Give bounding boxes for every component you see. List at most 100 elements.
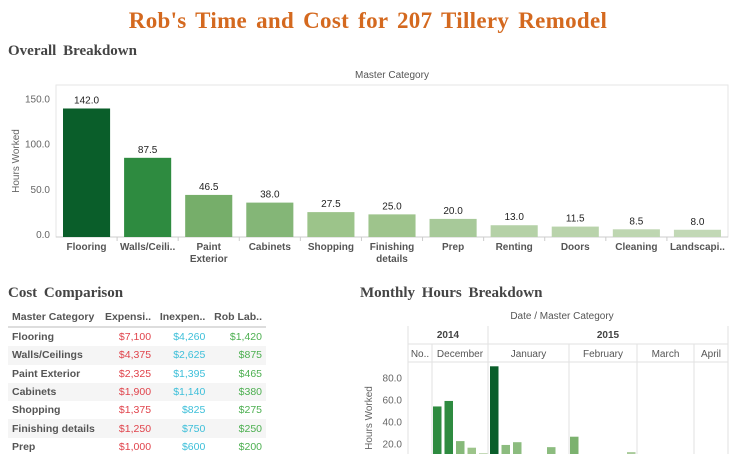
cost-cell: $1,250 xyxy=(100,419,156,438)
cost-cell: $825 xyxy=(181,404,206,417)
table-row: Finishing details $1,250 $750 $250 xyxy=(8,419,266,438)
x-tick-label: Prep xyxy=(442,242,464,253)
column-header[interactable]: Master Category xyxy=(8,307,101,328)
bar-8 xyxy=(551,226,599,237)
bar-january-1 xyxy=(501,444,510,454)
category-cell: Prep xyxy=(12,440,36,453)
x-tick-label: Paint xyxy=(197,242,222,253)
bar-3 xyxy=(246,202,294,237)
chart-title: Master Category xyxy=(355,70,429,81)
month-label: December xyxy=(437,349,484,360)
table-row: Flooring $7,100 $4,260 $1,420 xyxy=(8,327,266,346)
table-row: Walls/Ceilings $4,375 $2,625 $875 xyxy=(8,346,266,365)
column-header[interactable]: Rob Lab.. xyxy=(209,307,266,328)
cost-cell: $380 xyxy=(209,382,266,402)
y-axis-label: Hours Worked xyxy=(364,386,375,450)
category-cell: Flooring xyxy=(12,331,54,344)
category-cell: Cabinets xyxy=(8,382,101,402)
table-row: Cabinets $1,900 $1,140 $380 xyxy=(8,382,266,402)
bar-1 xyxy=(124,157,172,237)
overall-breakdown-heading: Overall Breakdown xyxy=(8,43,137,59)
monthly-hours-chart: Date / Master Category 2014 2015 No.. Decemb… xyxy=(364,311,729,454)
bar-value-label: 8.0 xyxy=(691,217,705,228)
bar-value-label: 13.0 xyxy=(504,212,524,223)
cost-cell: $1,420 xyxy=(229,331,262,344)
bar-february-1 xyxy=(627,452,636,454)
column-header[interactable]: Inexpen.. xyxy=(155,307,210,328)
bar-value-label: 38.0 xyxy=(260,190,280,201)
category-cell: Finishing details xyxy=(8,419,101,438)
x-tick-label: Landscapi.. xyxy=(670,242,725,253)
bar-february-0 xyxy=(570,436,579,454)
bar-value-label: 27.5 xyxy=(321,199,341,210)
column-header[interactable]: Expensi.. xyxy=(100,307,156,328)
bar-0 xyxy=(63,108,111,237)
bar-6 xyxy=(429,218,477,237)
month-label: January xyxy=(511,349,547,360)
y-tick-label: 60.0 xyxy=(383,395,403,406)
y-tick-label: 0.0 xyxy=(36,230,50,241)
bar-december-2 xyxy=(456,441,465,454)
table-row: Shopping $1,375 $825 $275 xyxy=(8,401,266,419)
bar-7 xyxy=(490,225,538,237)
bar-2 xyxy=(185,194,233,237)
y-tick-label: 80.0 xyxy=(383,373,403,384)
cost-cell: $2,625 xyxy=(155,346,210,365)
cost-cell: $750 xyxy=(155,419,210,438)
category-cell: Shopping xyxy=(12,404,61,417)
x-tick-label: Flooring xyxy=(67,242,107,253)
y-tick-label: 50.0 xyxy=(31,185,51,196)
category-cell: Walls/Ceilings xyxy=(8,346,101,365)
dashboard-title: Rob's Time and Cost for 207 Tillery Remo… xyxy=(128,8,608,33)
bar-10 xyxy=(673,229,721,237)
x-tick-label: Shopping xyxy=(308,242,354,253)
bar-january-2 xyxy=(513,442,522,454)
category-cell: Paint Exterior xyxy=(12,367,81,380)
x-tick-label: Walls/Ceili.. xyxy=(120,242,175,253)
table-row: Paint Exterior $2,325 $1,395 $465 xyxy=(8,365,266,383)
bar-value-label: 46.5 xyxy=(199,182,219,193)
x-tick-label: Exterior xyxy=(190,254,228,265)
y-tick-label: 100.0 xyxy=(25,140,50,151)
x-tick-label: Cabinets xyxy=(249,242,292,253)
month-label: February xyxy=(583,349,623,360)
cost-cell: $875 xyxy=(209,346,266,365)
bar-5 xyxy=(368,214,416,237)
bar-december-3 xyxy=(467,447,476,454)
y-tick-label: 40.0 xyxy=(383,417,403,428)
bar-value-label: 20.0 xyxy=(443,206,463,217)
month-label: No.. xyxy=(411,349,429,360)
bar-value-label: 11.5 xyxy=(566,214,585,225)
bar-9 xyxy=(612,229,660,237)
chart-title: Date / Master Category xyxy=(510,311,613,322)
cost-cell: $1,375 xyxy=(118,404,152,417)
cost-cell: $200 xyxy=(238,440,262,453)
cost-cell: $4,375 xyxy=(100,346,156,365)
cost-cell: $1,395 xyxy=(173,367,206,380)
cost-cell: $1,900 xyxy=(100,382,156,402)
x-tick-label: Doors xyxy=(561,242,590,253)
cost-cell: $465 xyxy=(238,367,262,380)
cost-cell: $1,000 xyxy=(118,440,152,453)
x-tick-label: Cleaning xyxy=(615,242,657,253)
cost-comparison-table: Master Category Expensi.. Inexpen.. Rob Lab… xyxy=(8,307,266,456)
month-label: March xyxy=(652,349,680,360)
x-tick-label: Finishing xyxy=(370,242,414,253)
monthly-hours-heading: Monthly Hours Breakdown xyxy=(360,285,543,301)
x-tick-label: Renting xyxy=(496,242,533,253)
x-tick-label: details xyxy=(376,254,408,265)
bar-value-label: 8.5 xyxy=(629,216,643,227)
y-tick-label: 150.0 xyxy=(25,94,50,105)
cost-cell: $275 xyxy=(238,404,262,417)
overall-breakdown-chart: Master Category Hours Worked 0.0 50.0 100.0 1… xyxy=(11,70,729,265)
cost-cell: $250 xyxy=(209,419,266,438)
table-header-row: Master Category Expensi.. Inexpen.. Rob Lab… xyxy=(8,307,266,328)
cost-cell: $600 xyxy=(181,440,206,453)
bar-value-label: 25.0 xyxy=(382,201,402,212)
bar-value-label: 142.0 xyxy=(74,95,99,106)
bar-december-1 xyxy=(444,400,453,454)
bar-december-0 xyxy=(433,406,442,454)
bar-value-label: 87.5 xyxy=(138,145,158,156)
cost-cell: $7,100 xyxy=(118,331,152,344)
bar-january-3 xyxy=(547,447,556,454)
